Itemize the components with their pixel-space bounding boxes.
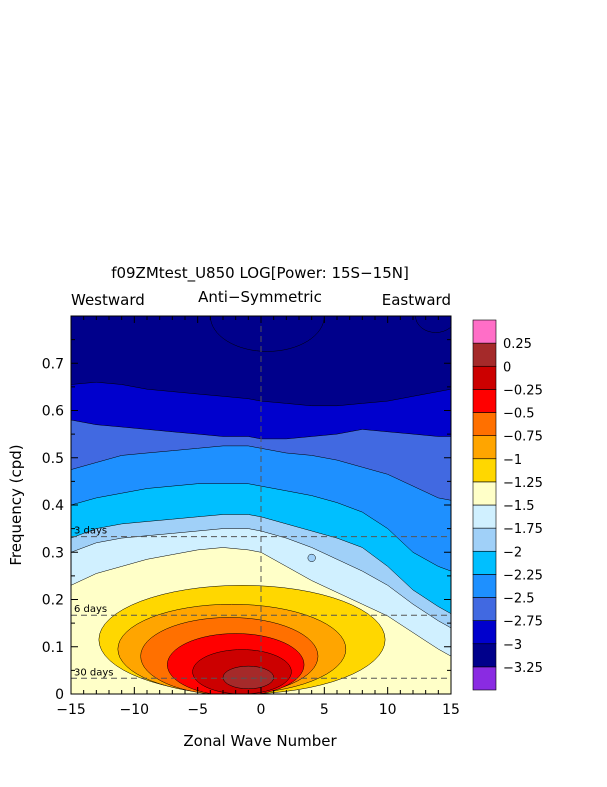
y-tick-label: 0 bbox=[55, 687, 64, 703]
colorbar-swatch bbox=[472, 458, 497, 483]
plot-area: 3 days 6 days 30 days −15 −10 −5 0 5 10 15 0 0.1 0.… bbox=[42, 315, 460, 718]
colorbar-label: −2.75 bbox=[503, 615, 543, 630]
y-axis-label: Frequency (cpd) bbox=[7, 444, 25, 565]
colorbar-swatch bbox=[472, 389, 497, 413]
y-tick-label: 0.5 bbox=[42, 451, 64, 467]
contour-blob bbox=[210, 316, 325, 352]
x-tick-label: 15 bbox=[442, 702, 460, 718]
x-tick-label: 0 bbox=[257, 702, 266, 718]
y-tick-label: 0.2 bbox=[42, 593, 64, 609]
contour-blob bbox=[415, 316, 451, 333]
colorbar-swatch bbox=[472, 643, 497, 668]
x-tick-label: 10 bbox=[379, 702, 397, 718]
x-tick-label: 5 bbox=[320, 702, 329, 718]
colorbar-label: −3 bbox=[503, 638, 522, 653]
colorbar-swatch bbox=[472, 481, 497, 506]
x-tick-label: −15 bbox=[56, 702, 86, 718]
contour-blobs bbox=[98, 316, 451, 694]
colorbar-swatch bbox=[472, 342, 497, 367]
colorbar-label: −1 bbox=[503, 453, 522, 468]
period-label: 6 days bbox=[74, 604, 107, 615]
colorbar-swatch bbox=[472, 597, 497, 621]
reference-lines: 3 days 6 days 30 days bbox=[71, 316, 451, 694]
colorbar-label: −2 bbox=[503, 545, 522, 560]
colorbar-label: −1.5 bbox=[503, 499, 535, 514]
y-tick-label: 0.7 bbox=[42, 356, 64, 372]
colorbar-swatch bbox=[472, 550, 497, 575]
colorbar: 0.25 0 −0.25 −0.5 −0.75 −1 −1.25 −1.5 −1.75 −2 −2.… bbox=[472, 319, 543, 691]
colorbar-swatch bbox=[472, 435, 497, 460]
chart-subtitle: Anti−Symmetric bbox=[198, 288, 322, 306]
colorbar-label: −2.5 bbox=[503, 592, 535, 607]
x-axis-label: Zonal Wave Number bbox=[183, 732, 337, 750]
period-label: 3 days bbox=[74, 526, 107, 537]
colorbar-swatch bbox=[472, 620, 497, 645]
colorbar-swatch bbox=[472, 365, 497, 390]
colorbar-label: −1.25 bbox=[503, 476, 543, 491]
colorbar-label: −0.5 bbox=[503, 407, 535, 422]
westward-label: Westward bbox=[71, 291, 145, 309]
colorbar-swatch bbox=[472, 319, 497, 344]
colorbar-swatch bbox=[472, 504, 497, 529]
colorbar-label: −2.25 bbox=[503, 568, 543, 583]
y-tick-label: 0.6 bbox=[42, 404, 64, 420]
colorbar-label: −0.75 bbox=[503, 430, 543, 445]
eastward-label: Eastward bbox=[382, 291, 451, 309]
contour-blob bbox=[222, 665, 274, 690]
axis-ticks: −15 −10 −5 0 5 10 15 0 0.1 0.2 0.3 0.4 0.5 0.6 0.7 bbox=[42, 315, 460, 718]
y-tick-label: 0.4 bbox=[42, 498, 64, 514]
colorbar-label: 0.25 bbox=[503, 337, 532, 352]
colorbar-swatch bbox=[472, 527, 497, 552]
y-tick-label: 0.3 bbox=[42, 545, 64, 561]
colorbar-swatch bbox=[472, 574, 497, 598]
period-label: 30 days bbox=[74, 667, 114, 678]
colorbar-label: 0 bbox=[503, 360, 511, 375]
colorbar-swatch bbox=[472, 412, 497, 436]
contour-blob bbox=[307, 553, 316, 562]
y-tick-label: 0.1 bbox=[42, 640, 64, 656]
colorbar-label: −3.25 bbox=[503, 661, 543, 676]
x-tick-label: −5 bbox=[187, 702, 208, 718]
x-tick-label: −10 bbox=[120, 702, 150, 718]
colorbar-swatch bbox=[472, 666, 497, 691]
chart-title: f09ZMtest_U850 LOG[Power: 15S−15N] bbox=[111, 264, 409, 283]
colorbar-label: −0.25 bbox=[503, 383, 543, 398]
colorbar-label: −1.75 bbox=[503, 522, 543, 537]
